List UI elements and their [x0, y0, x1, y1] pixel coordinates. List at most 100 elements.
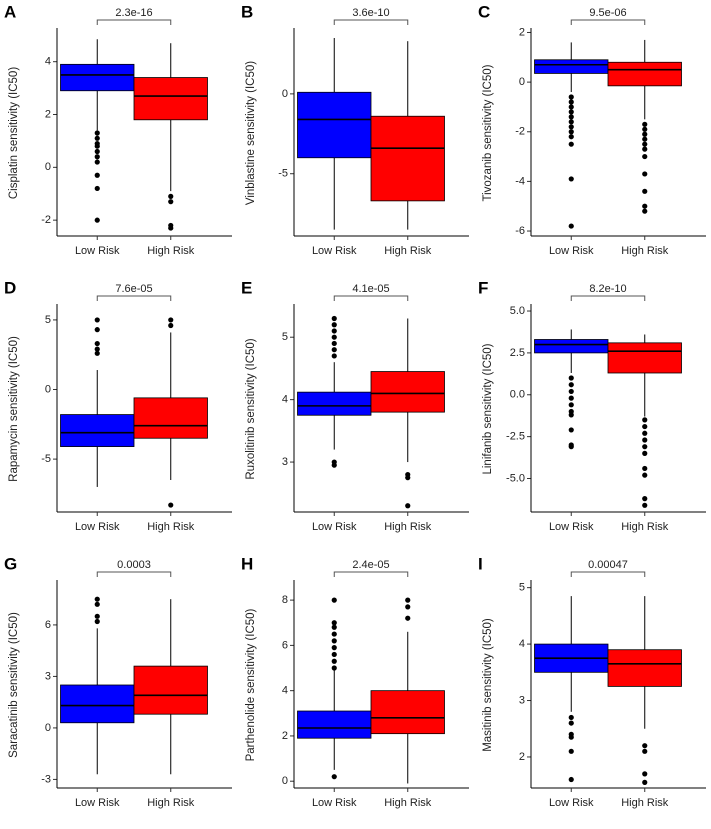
p-bracket [333, 295, 409, 301]
panel-letter: G [4, 554, 17, 573]
outlier [642, 146, 648, 152]
outlier [568, 124, 574, 130]
outlier [568, 375, 574, 381]
outlier [642, 748, 648, 754]
outlier [642, 203, 648, 209]
outlier [642, 131, 648, 137]
x-tick-label: Low Risk [312, 797, 357, 809]
y-tick-label: 4 [45, 56, 51, 68]
outlier [331, 315, 337, 322]
outlier [642, 121, 648, 127]
outlier [568, 776, 574, 783]
outlier [94, 601, 100, 607]
x-tick-label: Low Risk [549, 521, 594, 533]
y-tick-label: 2 [519, 26, 525, 38]
y-axis-label: Tivozanib sensitivity (IC50) [482, 64, 494, 201]
y-axis-label: Rapamycin sensitivity (IC50) [8, 336, 20, 482]
box [607, 342, 682, 374]
p-value: 3.6e-10 [352, 7, 389, 19]
y-tick-label: 2.5 [510, 347, 525, 359]
p-bracket [96, 571, 172, 577]
outlier [331, 620, 337, 626]
y-tick-label: -3 [41, 773, 51, 785]
x-tick-label: Low Risk [75, 521, 120, 533]
outlier [642, 472, 648, 478]
x-tick-label: High Risk [147, 245, 195, 257]
outlier [331, 631, 337, 637]
outlier [331, 774, 337, 780]
outlier [331, 334, 337, 340]
outlier [331, 328, 337, 334]
y-tick-label: 0 [45, 722, 51, 734]
x-tick-label: High Risk [621, 245, 669, 257]
y-tick-label: 4 [282, 394, 288, 406]
outlier [331, 645, 337, 651]
y-tick-label: 2 [45, 108, 51, 120]
outlier [568, 114, 574, 120]
y-tick-label: -6 [515, 225, 525, 237]
x-tick-label: High Risk [147, 797, 195, 809]
outlier [168, 193, 174, 199]
y-tick-label: 5.0 [510, 305, 525, 317]
outlier [168, 317, 174, 323]
outlier [568, 141, 574, 147]
y-tick-label: 0 [519, 76, 525, 88]
box [133, 77, 208, 121]
outlier [568, 104, 574, 110]
box [370, 371, 445, 413]
x-tick-label: Low Risk [549, 797, 594, 809]
outlier [331, 340, 337, 347]
y-tick-label: 5 [45, 314, 51, 326]
box [133, 397, 208, 439]
box [534, 59, 609, 74]
outlier [405, 503, 411, 509]
y-axis-label: Saracatinib sensitivity (IC50) [8, 612, 20, 758]
p-value: 4.1e-05 [352, 283, 389, 295]
y-tick-label: -4 [515, 175, 525, 187]
x-tick-label: High Risk [621, 797, 669, 809]
outlier [405, 604, 411, 610]
y-tick-label: -5 [278, 168, 288, 180]
outlier [94, 159, 100, 165]
box [297, 91, 372, 159]
p-bracket [570, 571, 646, 577]
p-bracket [333, 19, 409, 25]
outlier [331, 624, 337, 630]
outlier [568, 134, 574, 140]
outlier [642, 153, 648, 160]
x-tick-label: Low Risk [75, 245, 120, 257]
box [60, 63, 135, 92]
outlier [94, 172, 100, 178]
y-tick-label: 0.0 [510, 389, 525, 401]
p-bracket [570, 19, 646, 25]
outlier [642, 465, 648, 472]
y-tick-label: 0 [45, 161, 51, 173]
y-tick-label: -5.0 [506, 472, 525, 484]
outlier [331, 353, 337, 359]
outlier [568, 714, 574, 721]
outlier [642, 437, 648, 443]
outlier [94, 613, 100, 619]
outlier [405, 475, 411, 481]
y-tick-label: 5 [519, 582, 525, 594]
box [60, 684, 135, 724]
x-tick-label: Low Risk [312, 521, 357, 533]
p-value: 8.2e-10 [589, 283, 626, 295]
outlier [168, 199, 174, 205]
panel-letter: E [241, 278, 252, 297]
outlier [642, 743, 648, 749]
panel-letter: C [478, 2, 490, 21]
outlier [642, 126, 648, 132]
outlier [568, 402, 574, 408]
outlier [331, 658, 337, 664]
outlier [94, 327, 100, 333]
panel-letter: I [478, 554, 483, 573]
outlier [568, 99, 574, 105]
y-tick-label: 0 [45, 383, 51, 395]
y-axis-label: Linifanib sensitivity (IC50) [482, 343, 494, 474]
p-bracket [570, 295, 646, 301]
y-tick-label: 5 [282, 331, 288, 343]
outlier [405, 597, 411, 603]
outlier [568, 734, 574, 740]
